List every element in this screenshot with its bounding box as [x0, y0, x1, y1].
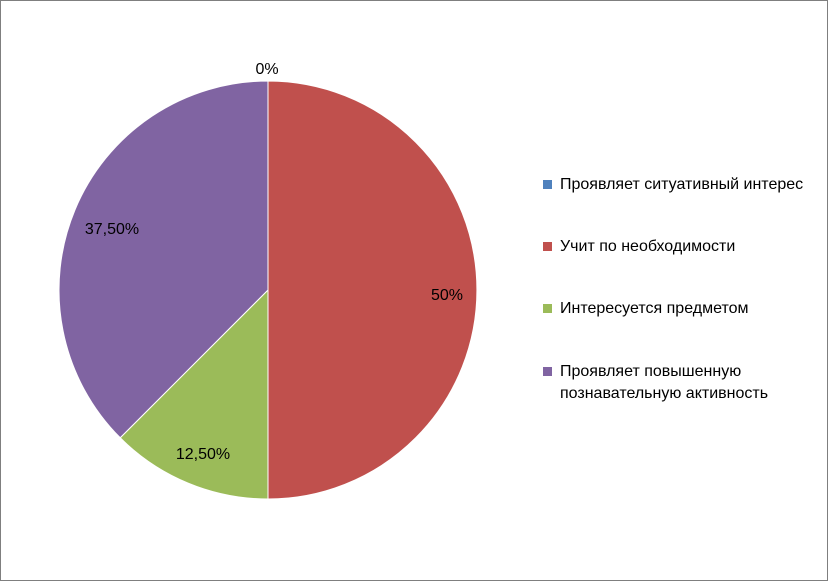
- legend-label: Интересуется предметом: [560, 300, 749, 317]
- data-label: 50%: [431, 287, 463, 304]
- data-label: 0%: [255, 61, 278, 78]
- legend-swatch: [543, 304, 552, 313]
- slice-interested-in-subject: [119, 288, 269, 500]
- legend-label: Учит по необходимости: [560, 238, 736, 255]
- legend-swatch: [543, 242, 552, 251]
- legend-label: Проявляет ситуативный интерес: [560, 176, 804, 193]
- slice-high-cognitive-activity: [58, 80, 269, 439]
- legend-label: Проявляет повышенную познавательную акти…: [560, 363, 769, 402]
- data-label: 12,50%: [176, 446, 230, 463]
- data-label: 37,50%: [85, 221, 139, 238]
- slice-learns-as-needed: [267, 80, 478, 500]
- legend-swatch: [543, 367, 552, 376]
- legend-swatch: [543, 180, 552, 189]
